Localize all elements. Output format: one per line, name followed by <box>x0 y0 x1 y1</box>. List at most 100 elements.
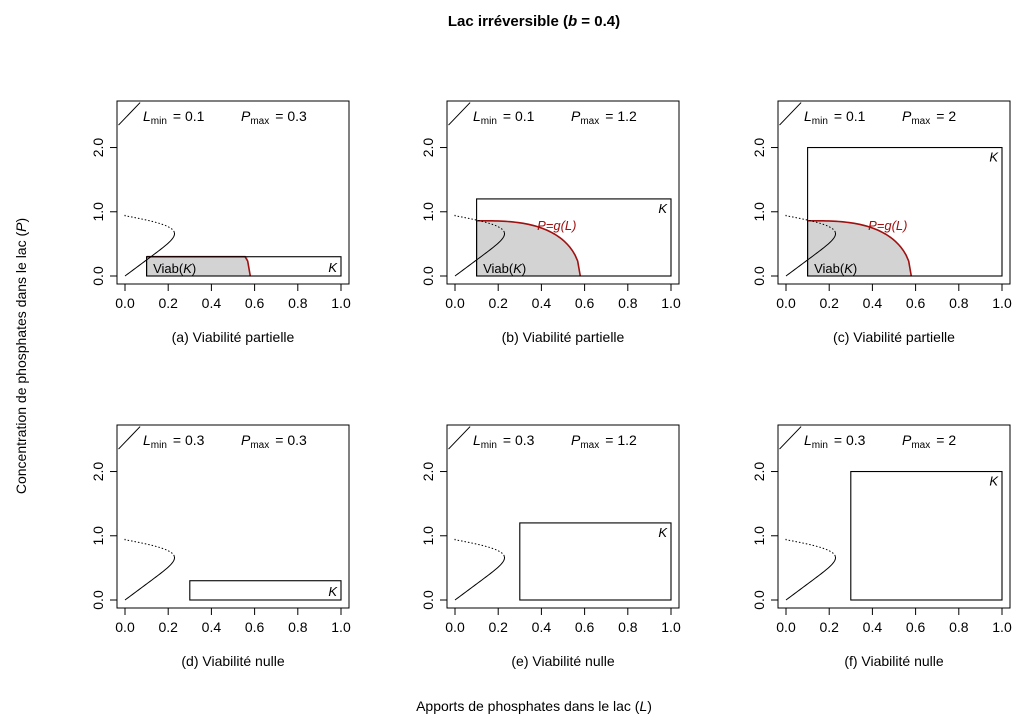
upper-branch <box>118 426 141 450</box>
lmin-label: Lmin = 0.3 <box>473 432 535 451</box>
y-tick-label: 2.0 <box>420 138 436 158</box>
x-tick-label: 0.4 <box>863 619 883 635</box>
k-label: K <box>658 201 668 216</box>
stable-branch <box>454 232 506 277</box>
constraint-set-K <box>189 580 342 601</box>
plot-area: K Viab(K) <box>118 102 342 277</box>
g-curve <box>807 219 913 277</box>
x-tick-label: 0.8 <box>949 619 969 635</box>
pmax-label: Pmax = 0.3 <box>241 432 307 451</box>
panel-caption: (e) Viabilité nulle <box>511 653 614 669</box>
panels: 0.0 0.2 0.4 0.6 0.8 1.0 0.0 1.0 2.0 K Viab(K) Lmin =… <box>90 100 1012 669</box>
x-tick-label: 0.6 <box>575 619 595 635</box>
constraint-set-K <box>850 470 1003 601</box>
x-tick-label: 0.2 <box>819 295 839 311</box>
constraint-set-K <box>807 146 1003 277</box>
upper-branch <box>118 102 141 126</box>
x-tick-label: 0.6 <box>245 619 265 635</box>
viability-kernel <box>146 256 251 276</box>
panel-e: 0.0 0.2 0.4 0.6 0.8 1.0 0.0 1.0 2.0 K Lmin = 0.3 Pma… <box>420 424 681 669</box>
x-tick-label: 0.8 <box>288 295 308 311</box>
g-curve <box>476 219 582 277</box>
x-tick-label: 0.2 <box>158 295 178 311</box>
upper-branch <box>448 102 471 126</box>
unstable-branch <box>454 538 505 557</box>
k-label: K <box>328 260 338 275</box>
figure-title: Lac irréversible (b = 0.4) <box>448 13 620 30</box>
plot-frame <box>446 424 680 609</box>
constraint-set-K <box>519 522 672 601</box>
g-label: P=g(L) <box>537 218 576 233</box>
y-tick-label: 2.0 <box>90 138 106 158</box>
x-tick-label: 1.0 <box>661 295 681 311</box>
plot-frame <box>777 424 1011 609</box>
y-tick-label: 0.0 <box>90 266 106 286</box>
y-tick-label: 1.0 <box>420 526 436 546</box>
viab-label: Viab(K) <box>814 261 857 276</box>
x-tick-label: 0.6 <box>575 295 595 311</box>
unstable-branch <box>124 214 175 233</box>
y-tick-label: 0.0 <box>420 590 436 610</box>
panel-caption: (b) Viabilité partielle <box>502 329 625 345</box>
x-tick-label: 0.2 <box>488 619 508 635</box>
figure-ylabel: Concentration de phosphates dans le lac … <box>13 218 29 494</box>
stable-branch <box>124 556 176 601</box>
lmin-label: Lmin = 0.3 <box>143 432 205 451</box>
y-tick-label: 0.0 <box>420 266 436 286</box>
unstable-branch <box>785 538 836 557</box>
x-tick-label: 0.6 <box>245 295 265 311</box>
lmin-label: Lmin = 0.1 <box>804 108 866 127</box>
x-tick-label: 0.2 <box>488 295 508 311</box>
x-tick-label: 0.2 <box>158 619 178 635</box>
plot-area: K <box>448 426 672 601</box>
unstable-branch <box>785 214 836 233</box>
upper-branch <box>448 426 471 450</box>
plot-frame <box>446 100 680 285</box>
k-label: K <box>989 474 999 489</box>
y-tick-label: 1.0 <box>90 526 106 546</box>
y-tick-label: 0.0 <box>90 590 106 610</box>
x-tick-label: 0.0 <box>776 619 796 635</box>
plot-frame <box>777 100 1011 285</box>
panel-b: 0.0 0.2 0.4 0.6 0.8 1.0 0.0 1.0 2.0 K Viab(K) P=g(L… <box>420 100 681 345</box>
pmax-label: Pmax = 1.2 <box>571 108 637 127</box>
x-tick-label: 1.0 <box>992 619 1012 635</box>
x-tick-label: 1.0 <box>331 295 351 311</box>
y-tick-label: 1.0 <box>751 526 767 546</box>
x-tick-label: 1.0 <box>331 619 351 635</box>
y-tick-label: 2.0 <box>751 462 767 482</box>
x-tick-label: 1.0 <box>992 295 1012 311</box>
upper-branch <box>779 426 802 450</box>
x-tick-label: 0.4 <box>863 295 883 311</box>
x-tick-label: 0.2 <box>819 619 839 635</box>
k-label: K <box>328 584 338 599</box>
upper-branch <box>779 102 802 126</box>
stable-branch <box>785 556 837 601</box>
x-tick-label: 1.0 <box>661 619 681 635</box>
constraint-set-K <box>146 256 342 277</box>
pmax-label: Pmax = 0.3 <box>241 108 307 127</box>
plot-frame <box>116 100 350 285</box>
pmax-label: Pmax = 2 <box>902 108 956 127</box>
g-label: P=g(L) <box>868 218 907 233</box>
lmin-label: Lmin = 0.1 <box>143 108 205 127</box>
x-tick-label: 0.8 <box>618 295 638 311</box>
stable-branch <box>124 232 176 277</box>
viab-label: Viab(K) <box>483 261 526 276</box>
x-tick-label: 0.0 <box>445 295 465 311</box>
panel-caption: (a) Viabilité partielle <box>172 329 295 345</box>
y-tick-label: 2.0 <box>90 462 106 482</box>
y-tick-label: 2.0 <box>420 462 436 482</box>
y-tick-label: 0.0 <box>751 590 767 610</box>
panel-caption: (c) Viabilité partielle <box>833 329 955 345</box>
pmax-label: Pmax = 1.2 <box>571 432 637 451</box>
panel-caption: (d) Viabilité nulle <box>181 653 284 669</box>
viab-label: Viab(K) <box>153 261 196 276</box>
panel-caption: (f) Viabilité nulle <box>844 653 944 669</box>
x-tick-label: 0.8 <box>618 619 638 635</box>
unstable-branch <box>454 214 505 233</box>
stable-branch <box>785 232 837 277</box>
panel-a: 0.0 0.2 0.4 0.6 0.8 1.0 0.0 1.0 2.0 K Viab(K) Lmin =… <box>90 100 351 345</box>
x-tick-label: 0.0 <box>115 619 135 635</box>
